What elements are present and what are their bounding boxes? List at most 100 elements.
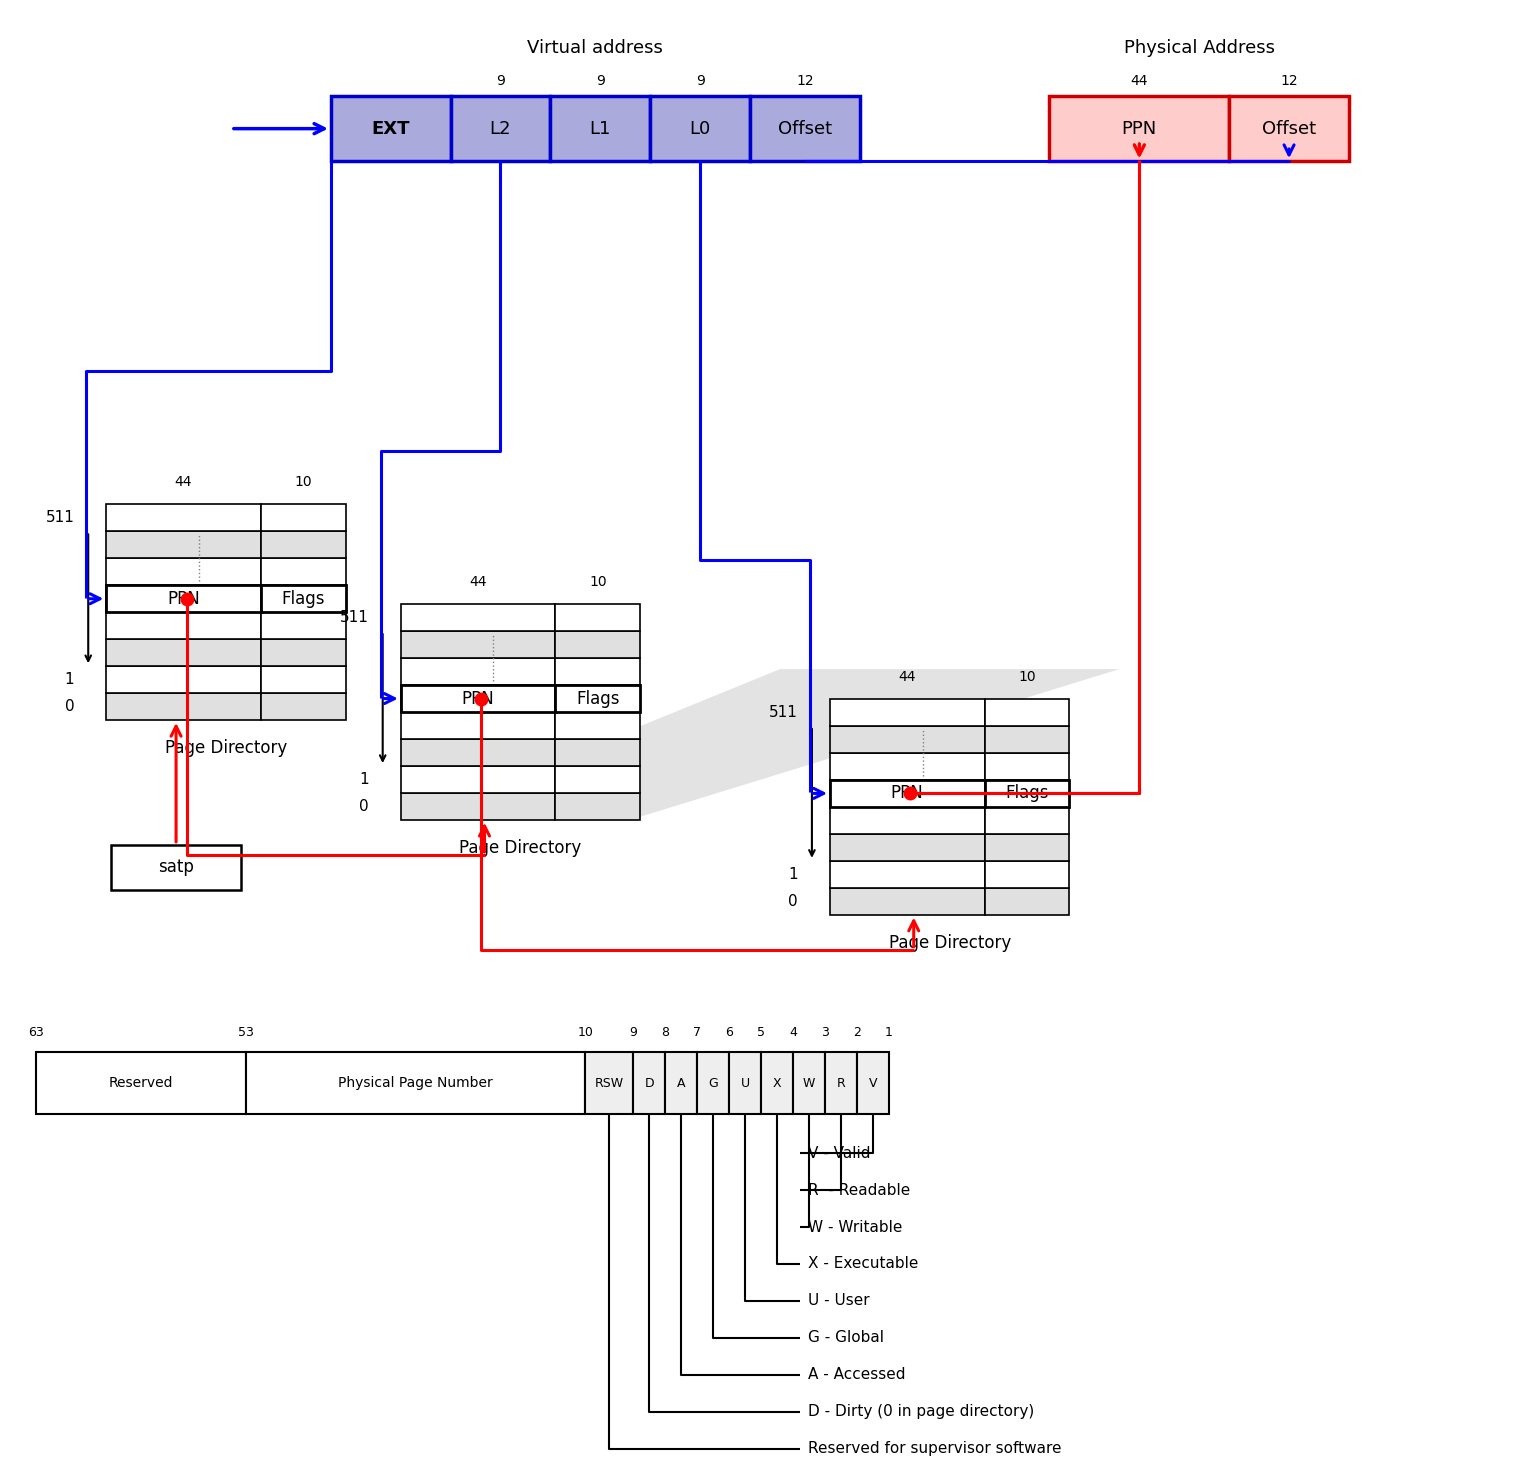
Bar [401,711,555,739]
Text: L1: L1 [589,119,610,138]
Bar [760,1053,793,1114]
Text: Page Directory: Page Directory [889,933,1011,951]
Bar [985,888,1069,914]
Text: 511: 511 [340,610,369,625]
Bar [633,1053,666,1114]
Bar [106,666,262,692]
Bar [106,531,262,559]
Bar [829,753,985,781]
Text: Offset: Offset [1262,119,1316,138]
Text: 10: 10 [295,475,312,490]
Text: 511: 511 [770,706,799,720]
Bar [262,504,346,531]
Bar [730,1053,760,1114]
Bar [829,781,985,807]
Bar [829,861,985,888]
Text: 6: 6 [725,1026,733,1039]
Text: X: X [773,1078,782,1089]
Text: Physical Page Number: Physical Page Number [338,1076,493,1091]
Text: Flags: Flags [1005,785,1048,803]
Text: 9: 9 [595,75,604,88]
Text: Flags: Flags [282,589,324,607]
Text: A: A [676,1078,685,1089]
Bar [401,685,555,711]
Bar [37,1053,246,1114]
Bar [666,1053,698,1114]
Text: satp: satp [158,858,194,876]
Text: U - User: U - User [808,1294,869,1308]
Text: 0: 0 [360,798,369,814]
Bar [829,807,985,833]
Bar [401,631,555,659]
Bar [985,700,1069,726]
Text: 4: 4 [789,1026,797,1039]
Bar [1229,96,1349,162]
Text: 12: 12 [1281,75,1297,88]
Bar [857,1053,889,1114]
Text: 1: 1 [64,672,75,686]
Text: 1: 1 [884,1026,892,1039]
Bar [555,711,640,739]
Bar [262,531,346,559]
Bar [829,726,985,753]
Bar [555,659,640,685]
Text: 10: 10 [577,1026,594,1039]
Text: 0: 0 [788,894,799,908]
Bar [450,96,551,162]
Text: X - Executable: X - Executable [808,1257,918,1272]
Bar [106,559,262,585]
Bar [262,585,346,612]
Text: 53: 53 [239,1026,254,1039]
Bar [555,739,640,766]
Bar [829,888,985,914]
Bar [106,585,262,612]
Bar [555,792,640,820]
Text: 44: 44 [1131,75,1148,88]
Bar [985,833,1069,861]
Text: U: U [741,1078,750,1089]
Text: 44: 44 [898,670,916,684]
Bar [401,739,555,766]
Text: 9: 9 [496,75,505,88]
Text: R  - Readable: R - Readable [808,1183,910,1198]
Bar [330,96,450,162]
Bar [555,685,640,711]
Bar [985,861,1069,888]
Bar [262,692,346,720]
Polygon shape [410,669,1120,820]
Bar [401,685,555,711]
Bar [829,781,985,807]
Bar [985,726,1069,753]
Bar [750,96,860,162]
Text: PPN: PPN [1121,119,1157,138]
Text: 44: 44 [470,575,487,589]
Text: 2: 2 [852,1026,861,1039]
Bar [112,845,240,889]
Bar [551,96,650,162]
Bar [985,807,1069,833]
Bar [262,585,346,612]
Text: 1: 1 [788,867,799,882]
Bar [985,781,1069,807]
Text: Page Directory: Page Directory [459,839,581,857]
Text: D: D [644,1078,653,1089]
Text: 10: 10 [1017,670,1036,684]
Text: 5: 5 [757,1026,765,1039]
Bar [106,612,262,639]
Text: G: G [708,1078,718,1089]
Text: PPN: PPN [167,589,200,607]
Text: A - Accessed: A - Accessed [808,1367,906,1382]
Text: 12: 12 [796,75,814,88]
Text: 9: 9 [629,1026,636,1039]
Text: 63: 63 [29,1026,44,1039]
Text: L0: L0 [690,119,711,138]
Text: 10: 10 [589,575,606,589]
Bar [555,685,640,711]
Text: G - Global: G - Global [808,1330,884,1345]
Text: 9: 9 [696,75,704,88]
Bar [262,639,346,666]
Bar [106,692,262,720]
Text: PPN: PPN [462,689,494,707]
Text: 0: 0 [64,700,75,714]
Text: 7: 7 [693,1026,701,1039]
